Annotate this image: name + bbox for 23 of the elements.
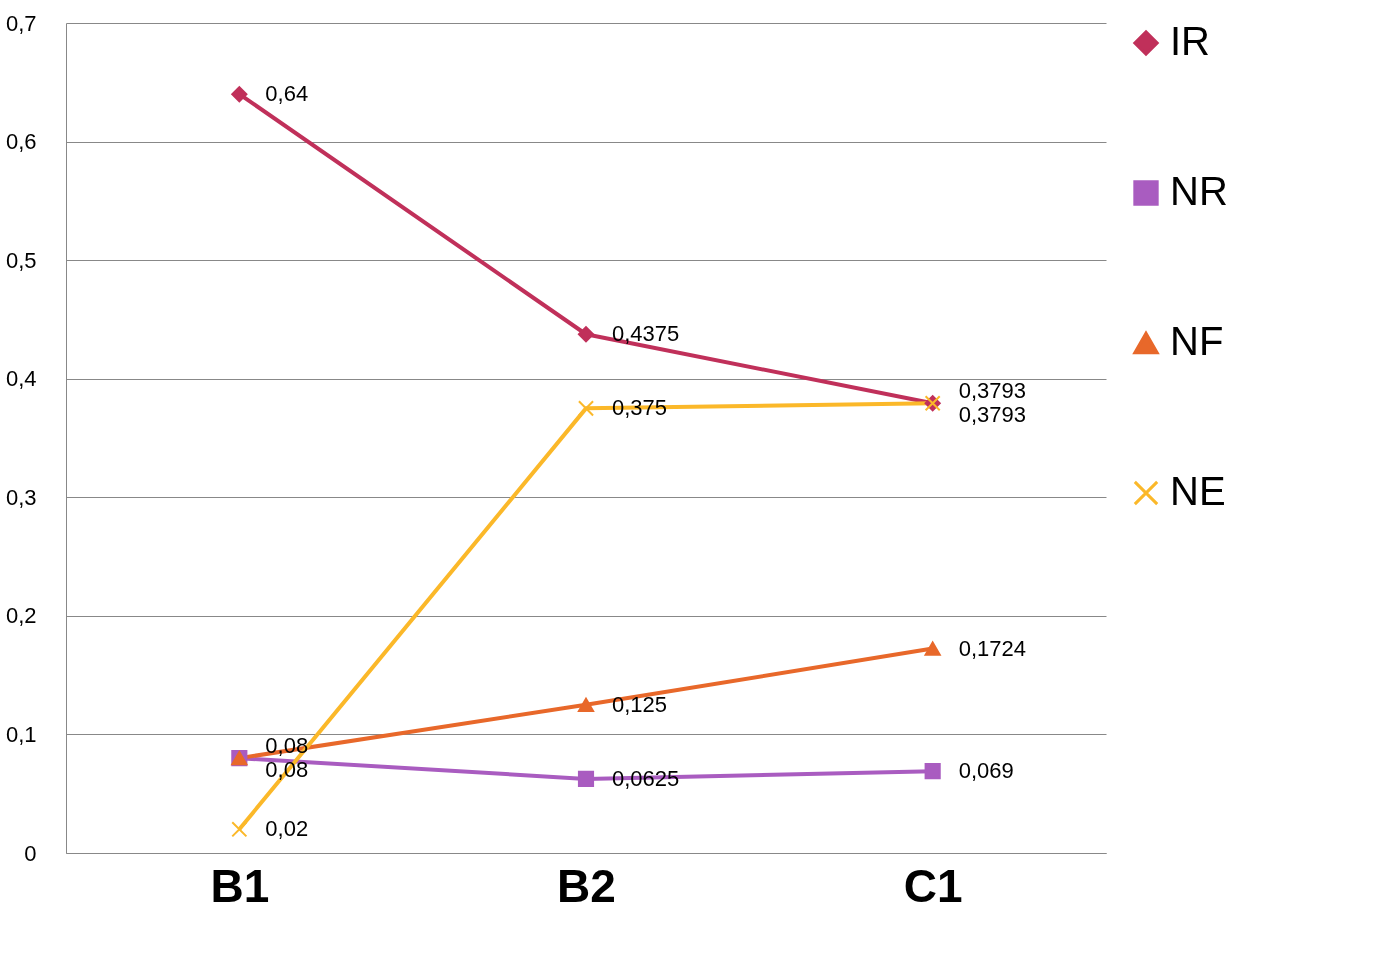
legend-label: NE — [1170, 469, 1226, 513]
x-tick-label: B1 — [210, 859, 270, 912]
legend-label: NF — [1170, 319, 1224, 363]
y-tick-label: 0,5 — [5, 247, 37, 273]
data-label: 0,125 — [612, 691, 668, 717]
data-label: 0,4375 — [612, 321, 680, 347]
data-label: 0,069 — [958, 758, 1014, 784]
y-tick-label: 0,3 — [5, 484, 37, 510]
y-tick-label: 0 — [24, 840, 37, 866]
data-label: 0,64 — [265, 81, 309, 107]
legend-label: IR — [1170, 19, 1210, 63]
x-tick-label: B2 — [557, 859, 616, 912]
x-tick-label: C1 — [903, 859, 963, 912]
data-label: 0,3793 — [958, 402, 1026, 428]
y-tick-label: 0,7 — [5, 10, 37, 36]
data-label: 0,1724 — [958, 635, 1026, 661]
legend-label: NR — [1170, 169, 1228, 213]
y-tick-label: 0,2 — [5, 603, 37, 629]
y-tick-label: 0,1 — [5, 721, 37, 747]
data-label: 0,3793 — [958, 378, 1026, 404]
y-tick-label: 0,6 — [5, 129, 37, 155]
data-label: 0,02 — [265, 816, 309, 842]
y-tick-label: 0,4 — [5, 366, 37, 392]
